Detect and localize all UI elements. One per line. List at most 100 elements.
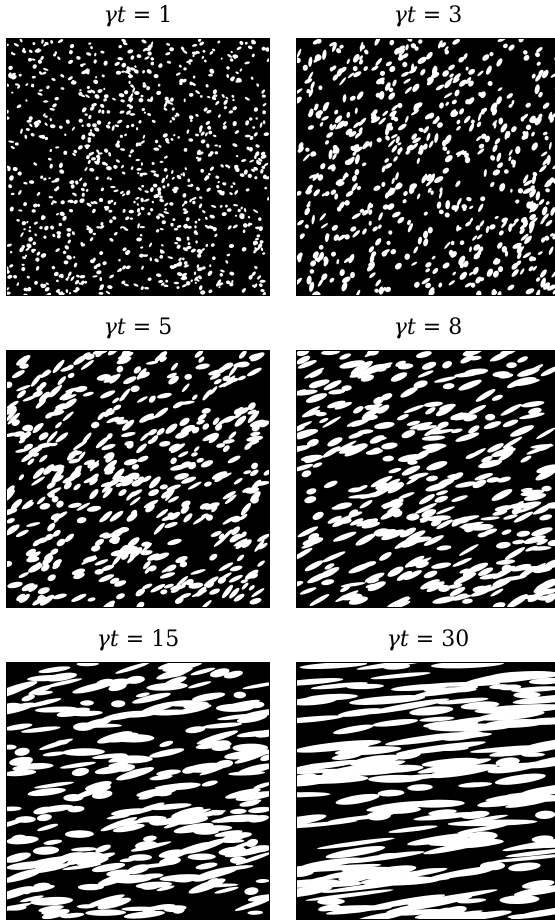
phase-domain <box>189 93 194 97</box>
phase-domain <box>494 771 546 787</box>
phase-domain <box>172 400 185 410</box>
phase-domain <box>436 489 449 496</box>
phase-domain <box>328 149 333 159</box>
phase-domain <box>98 512 112 524</box>
phase-domain <box>44 115 47 118</box>
phase-domain <box>542 131 548 136</box>
title-value: 1 <box>158 3 172 28</box>
title-symbol: γt <box>104 3 126 28</box>
phase-domain <box>348 431 365 441</box>
phase-domain <box>122 375 138 386</box>
phase-domain <box>40 175 44 179</box>
phase-domain <box>205 120 211 125</box>
phase-domain <box>227 225 232 230</box>
phase-domain <box>417 369 434 379</box>
phase-domain <box>39 502 51 511</box>
phase-domain <box>25 99 28 102</box>
phase-domain <box>151 62 155 66</box>
phase-domain <box>201 56 204 60</box>
phase-domain <box>84 113 88 116</box>
phase-domain <box>90 46 93 50</box>
phase-domain <box>498 229 505 236</box>
phase-domain <box>7 266 9 270</box>
phase-domain <box>7 274 13 279</box>
phase-domain <box>163 211 169 215</box>
phase-domain <box>75 180 79 185</box>
phase-domain <box>266 196 269 201</box>
phase-domain <box>208 131 212 135</box>
phase-domain <box>253 209 259 214</box>
phase-domain <box>483 419 502 430</box>
phase-domain <box>64 133 67 136</box>
phase-domain <box>180 173 183 176</box>
phase-domain <box>297 277 303 287</box>
phase-domain <box>472 266 480 276</box>
phase-domain <box>539 268 548 278</box>
phase-domain <box>46 573 57 583</box>
phase-domain <box>139 233 142 236</box>
phase-domain <box>116 119 123 124</box>
phase-domain <box>377 789 404 797</box>
phase-domain <box>123 89 129 95</box>
phase-domain <box>333 723 374 737</box>
phase-domain <box>468 123 475 133</box>
phase-domain <box>229 565 243 573</box>
phase-domain <box>70 592 87 603</box>
phase-domain <box>502 418 519 429</box>
title-value: 8 <box>448 315 462 340</box>
phase-domain <box>247 45 253 50</box>
phase-domain <box>458 543 479 557</box>
phase-domain <box>458 781 492 788</box>
phase-domain <box>241 158 247 162</box>
phase-domain <box>214 151 218 155</box>
phase-domain <box>244 208 247 212</box>
phase-domain <box>49 225 54 231</box>
phase-domain <box>67 372 76 379</box>
phase-domain <box>361 162 367 167</box>
pattern-svg <box>297 663 555 919</box>
phase-domain <box>102 261 107 266</box>
phase-domain <box>216 184 220 189</box>
phase-domain <box>137 208 141 213</box>
phase-domain <box>318 244 324 251</box>
phase-domain <box>81 124 84 127</box>
phase-domain <box>109 237 114 242</box>
phase-domain <box>133 283 139 287</box>
phase-domain <box>199 196 203 199</box>
phase-domain <box>95 76 98 79</box>
phase-domain <box>140 226 145 228</box>
phase-domain <box>165 51 171 56</box>
phase-domain <box>29 123 33 128</box>
phase-domain <box>12 166 18 171</box>
phase-domain <box>170 362 179 372</box>
phase-domain <box>166 183 169 187</box>
phase-domain <box>323 479 339 490</box>
phase-domain <box>120 148 125 151</box>
phase-domain <box>156 90 162 95</box>
phase-domain <box>9 250 13 254</box>
phase-domain <box>98 109 102 114</box>
phase-domain <box>396 216 405 225</box>
phase-domain <box>50 40 54 44</box>
phase-domain <box>297 190 302 197</box>
phase-domain <box>38 71 43 76</box>
phase-domain <box>226 74 229 78</box>
phase-domain <box>7 380 13 389</box>
phase-domain <box>321 49 327 60</box>
phase-domain <box>7 700 36 717</box>
phase-domain <box>231 94 235 98</box>
phase-domain <box>312 188 321 197</box>
phase-domain <box>487 80 494 87</box>
phase-domain <box>299 586 317 596</box>
phase-domain <box>463 115 472 124</box>
phase-domain <box>234 130 240 135</box>
phase-domain <box>539 513 553 521</box>
phase-domain <box>177 225 182 229</box>
phase-domain <box>178 64 182 68</box>
phase-domain <box>29 180 34 184</box>
phase-domain <box>508 149 513 156</box>
phase-domain <box>188 853 216 860</box>
phase-domain <box>419 68 426 76</box>
phase-domain <box>517 187 524 194</box>
phase-domain <box>222 438 235 444</box>
